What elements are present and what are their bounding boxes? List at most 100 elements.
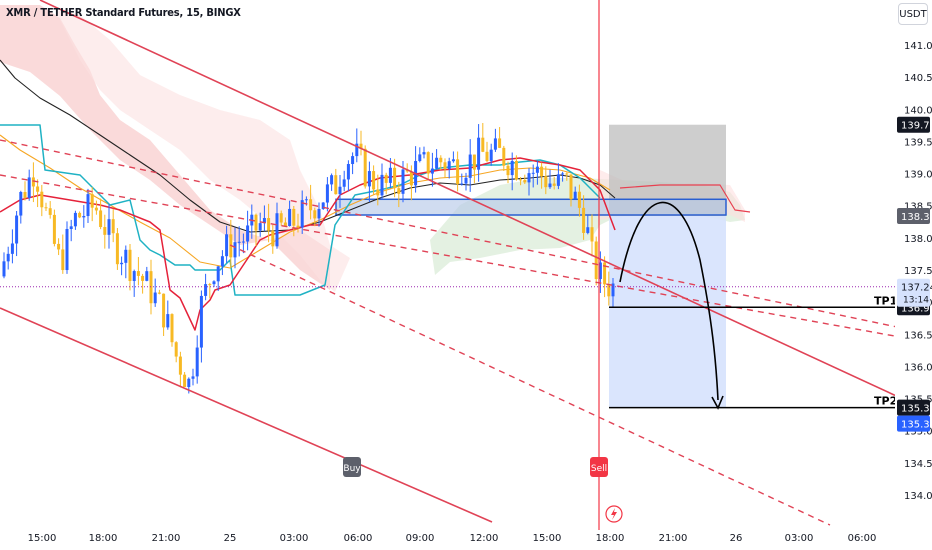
price-tick: 138.00 xyxy=(904,234,932,245)
candle-body xyxy=(317,208,321,219)
candle-body xyxy=(338,186,342,195)
drawings[interactable]: TP1 TP2 Buy Sell xyxy=(0,0,897,530)
candle xyxy=(157,289,161,295)
candle-body xyxy=(86,194,90,217)
candle xyxy=(170,313,174,347)
candle-body xyxy=(73,212,77,227)
candle-body xyxy=(187,378,191,387)
resistance-box xyxy=(335,198,727,216)
candle-body xyxy=(271,230,275,247)
candle-body xyxy=(199,295,203,348)
candle-body xyxy=(216,266,220,282)
price-tick: 140.50 xyxy=(904,73,932,84)
candle-body xyxy=(363,148,367,187)
candle-body xyxy=(540,166,544,177)
candle-body xyxy=(145,271,149,281)
candle-body xyxy=(485,151,489,162)
candle-body xyxy=(15,215,19,244)
candle-body xyxy=(69,226,73,229)
chart-title: XMR / TETHER Standard Futures, 15, BINGX xyxy=(6,6,241,19)
candle-body xyxy=(544,176,548,188)
signal-badge xyxy=(343,457,361,477)
candle xyxy=(10,229,14,264)
kumo-bearish xyxy=(0,5,330,290)
currency-button[interactable]: USDT xyxy=(898,3,928,25)
candle-body xyxy=(275,213,279,247)
candle xyxy=(61,234,65,274)
candle-body xyxy=(99,210,103,228)
candle-body xyxy=(334,175,338,195)
price-tick: 135.00 xyxy=(904,427,932,438)
candle-body xyxy=(225,234,229,257)
candle xyxy=(519,176,523,186)
candle-body xyxy=(603,262,607,285)
candle xyxy=(107,204,111,249)
candle-body xyxy=(409,171,413,186)
candle-body xyxy=(61,249,65,271)
candle-body xyxy=(94,207,98,211)
candle xyxy=(174,341,178,363)
candle-body xyxy=(388,167,392,183)
candle-body xyxy=(586,227,590,233)
candle-body xyxy=(372,171,376,190)
time-tick: 03:00 xyxy=(280,533,309,544)
candle xyxy=(2,252,6,279)
candle xyxy=(422,146,426,159)
candle xyxy=(346,160,350,192)
candle xyxy=(120,256,124,276)
candle-body xyxy=(124,249,128,263)
candle xyxy=(556,163,560,190)
candle-body xyxy=(262,218,266,224)
candle xyxy=(393,158,397,198)
candle xyxy=(52,209,56,247)
candle-body xyxy=(552,183,556,186)
channel-dashed-3 xyxy=(229,244,831,526)
label-entry: 138.34 xyxy=(897,208,932,224)
candle xyxy=(283,217,287,227)
candle xyxy=(498,127,502,149)
candle xyxy=(267,203,271,243)
candle xyxy=(191,368,195,386)
candle-body xyxy=(237,241,241,243)
position-zones xyxy=(335,124,727,408)
candles xyxy=(2,123,615,394)
candle-body xyxy=(258,223,262,231)
candle-body xyxy=(451,159,455,162)
candle xyxy=(540,162,544,189)
candle-body xyxy=(351,156,355,165)
time-axis[interactable]: 15:00 18:00 21:00 25 03:00 06:00 09:00 12:00 15:… xyxy=(28,533,877,544)
candle xyxy=(195,335,199,384)
candle xyxy=(292,205,296,237)
candle xyxy=(300,190,304,234)
time-tick: 21:00 xyxy=(659,533,688,544)
price-tick: 139.50 xyxy=(904,137,932,148)
candle xyxy=(246,210,250,251)
ma-black xyxy=(0,59,616,233)
trend-lines[interactable] xyxy=(0,0,896,526)
candle xyxy=(241,233,245,254)
candle xyxy=(481,123,485,153)
price-axis[interactable]: 141.00140.50140.00139.50139.00138.50138.… xyxy=(895,0,932,550)
candle-body xyxy=(132,271,136,282)
candle xyxy=(451,151,455,163)
candle xyxy=(19,190,23,224)
candle-body xyxy=(590,227,594,242)
candle xyxy=(472,154,476,184)
buy-signal: Buy xyxy=(343,457,361,477)
candle xyxy=(15,210,19,257)
time-tick: 09:00 xyxy=(406,533,435,544)
candle-body xyxy=(233,242,237,258)
candle xyxy=(178,351,182,388)
candle xyxy=(271,224,275,254)
price-tag-text: 135.36 xyxy=(901,404,932,415)
time-tick: 15:00 xyxy=(533,533,562,544)
candle-body xyxy=(183,374,187,387)
candle xyxy=(216,265,220,291)
candle xyxy=(611,277,615,307)
candle-body xyxy=(535,166,539,173)
candle-body xyxy=(40,191,44,208)
candle-body xyxy=(506,165,510,176)
candle-body xyxy=(246,225,250,242)
candle xyxy=(6,246,10,270)
